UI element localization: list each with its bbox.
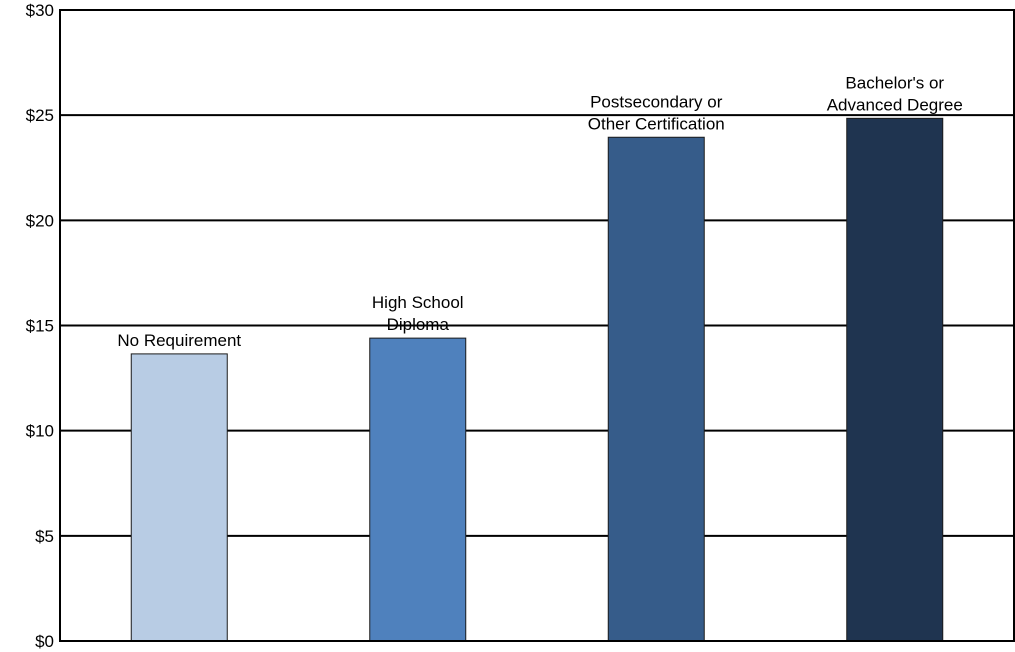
y-tick-label: $5 xyxy=(35,527,54,546)
bar xyxy=(130,353,228,642)
bar-category-label: High School Diploma xyxy=(372,293,464,334)
y-tick-label: $15 xyxy=(26,317,54,336)
bar xyxy=(846,117,944,642)
bar-category-label: Postsecondary or Other Certification xyxy=(588,92,725,133)
y-tick-label: $10 xyxy=(26,422,54,441)
y-tick-label: $20 xyxy=(26,211,54,230)
bars xyxy=(130,117,944,642)
bar-labels: No Requirement High School Diploma Postseco… xyxy=(117,73,962,350)
y-tick-label: $25 xyxy=(26,106,54,125)
bar-category-label: No Requirement xyxy=(117,331,241,350)
plot-area-frame xyxy=(59,9,1015,642)
bar-category-label: Bachelor's or Advanced Degree xyxy=(827,73,963,114)
bar xyxy=(607,136,705,642)
y-tick-label: $30 xyxy=(26,1,54,20)
y-tick-label: $0 xyxy=(35,632,54,651)
y-axis-ticks: $0 $5 $10 $15 $20 $25 $30 xyxy=(26,1,54,651)
bar xyxy=(369,337,467,642)
